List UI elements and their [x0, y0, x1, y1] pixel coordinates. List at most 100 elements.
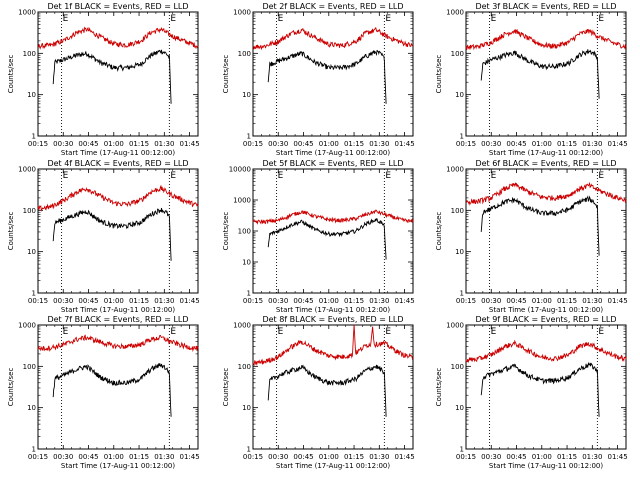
series-line-events — [52, 49, 172, 104]
x-tick-label: 00:45 — [78, 297, 98, 305]
x-tick-label: 00:30 — [481, 453, 501, 461]
series-line-events — [52, 207, 172, 261]
y-tick-label: 1 — [32, 133, 36, 141]
y-axis-label: Counts/sec — [435, 368, 443, 407]
series-line-events — [267, 218, 387, 260]
event-marker-label: E — [63, 171, 69, 181]
event-marker-label: E — [385, 327, 391, 337]
chart-panel-1: Det 1f BLACK = Events, RED = LLD 1 10 100 10… — [7, 2, 200, 157]
y-tick-label: 1000 — [446, 166, 464, 174]
x-tick-label: 01:30 — [154, 297, 174, 305]
x-tick-label: 00:15 — [456, 140, 476, 148]
y-tick-label: 1 — [32, 290, 36, 298]
x-tick-label: 00:30 — [268, 453, 288, 461]
y-tick-label: 100 — [23, 50, 36, 58]
y-tick-label: 1 — [247, 133, 251, 141]
x-tick-label: 01:30 — [369, 140, 389, 148]
y-tick-label: 1 — [32, 446, 36, 454]
series-line-lld — [465, 339, 627, 363]
plot-frame — [37, 324, 199, 450]
x-tick-label: 01:15 — [557, 140, 577, 148]
y-tick-label: 1 — [247, 446, 251, 454]
plot-frame — [37, 11, 199, 137]
y-axis-label: Counts/sec — [222, 212, 230, 251]
chart-title: Det 9f BLACK = Events, RED = LLD — [475, 315, 616, 324]
y-tick-label: 10 — [455, 91, 464, 99]
series-line-events — [480, 361, 600, 417]
chart-panel-3: Det 3f BLACK = Events, RED = LLD 1 10 100 10… — [435, 2, 628, 157]
x-axis-label: Start Time (17-Aug-11 00:12:00) — [489, 306, 603, 314]
x-tick-label: 01:15 — [129, 140, 149, 148]
x-tick-label: 00:30 — [268, 140, 288, 148]
y-tick-label: 1 — [460, 446, 464, 454]
y-tick-label: 100 — [23, 363, 36, 371]
x-tick-label: 01:15 — [129, 297, 149, 305]
y-tick-label: 100 — [451, 50, 464, 58]
chart-title: Det 2f BLACK = Events, RED = LLD — [262, 2, 403, 11]
y-tick-label: 10 — [27, 91, 36, 99]
x-tick-label: 00:15 — [28, 140, 48, 148]
event-marker-label: E — [491, 171, 497, 181]
x-tick-label: 00:15 — [243, 297, 263, 305]
chart-title: Det 6f BLACK = Events, RED = LLD — [475, 159, 616, 168]
x-tick-label: 01:00 — [319, 453, 339, 461]
chart-panel-7: Det 7f BLACK = Events, RED = LLD 1 10 100 10… — [7, 315, 200, 470]
x-tick-label: 01:30 — [582, 140, 602, 148]
x-tick-label: 00:45 — [506, 453, 526, 461]
event-marker-label: E — [278, 14, 284, 24]
y-tick-label: 10 — [242, 259, 251, 267]
chart-title: Det 8f BLACK = Events, RED = LLD — [262, 315, 403, 324]
y-axis-label: Counts/sec — [7, 212, 15, 251]
event-marker-label: E — [278, 171, 284, 181]
y-tick-label: 1000 — [18, 322, 36, 330]
chart-title: Det 1f BLACK = Events, RED = LLD — [47, 2, 188, 11]
event-marker-label: E — [385, 14, 391, 24]
x-tick-label: 01:45 — [607, 453, 627, 461]
series-line-events — [52, 363, 172, 417]
y-axis-label: Counts/sec — [435, 55, 443, 94]
series-line-events — [267, 49, 387, 104]
event-marker-label: E — [63, 327, 69, 337]
series-line-events — [267, 364, 387, 417]
y-tick-label: 1 — [247, 290, 251, 298]
x-tick-label: 00:30 — [53, 297, 73, 305]
x-axis-label: Start Time (17-Aug-11 00:12:00) — [489, 149, 603, 157]
plot-frame — [252, 324, 414, 450]
series-line-events — [480, 49, 600, 99]
x-tick-label: 00:45 — [293, 453, 313, 461]
series-line-lld — [252, 324, 414, 367]
y-tick-label: 10 — [455, 404, 464, 412]
x-tick-label: 01:00 — [104, 453, 124, 461]
y-axis-label: Counts/sec — [7, 55, 15, 94]
y-tick-label: 1 — [460, 133, 464, 141]
x-tick-label: 01:45 — [394, 453, 414, 461]
event-marker-label: E — [598, 14, 604, 24]
y-tick-label: 100 — [451, 363, 464, 371]
y-tick-label: 100 — [238, 50, 251, 58]
x-tick-label: 01:00 — [104, 297, 124, 305]
chart-panel-9: Det 9f BLACK = Events, RED = LLD 1 10 100 10… — [435, 315, 628, 470]
y-tick-label: 1000 — [18, 9, 36, 17]
x-tick-label: 00:15 — [243, 453, 263, 461]
x-tick-label: 01:00 — [319, 297, 339, 305]
event-marker-label: E — [170, 327, 176, 337]
y-tick-label: 10 — [455, 248, 464, 256]
x-tick-label: 01:30 — [154, 140, 174, 148]
x-tick-label: 01:15 — [557, 453, 577, 461]
x-axis-label: Start Time (17-Aug-11 00:12:00) — [61, 149, 175, 157]
x-tick-label: 01:45 — [179, 140, 199, 148]
chart-title: Det 4f BLACK = Events, RED = LLD — [47, 159, 188, 168]
x-tick-label: 00:30 — [481, 140, 501, 148]
x-tick-label: 01:00 — [319, 140, 339, 148]
y-tick-label: 1000 — [233, 322, 251, 330]
x-tick-label: 00:30 — [53, 453, 73, 461]
y-tick-label: 100 — [238, 228, 251, 236]
y-tick-label: 100 — [23, 207, 36, 215]
y-tick-label: 1000 — [18, 166, 36, 174]
y-axis-label: Counts/sec — [222, 368, 230, 407]
plot-frame — [465, 168, 627, 294]
y-tick-label: 1000 — [446, 9, 464, 17]
chart-title: Det 5f BLACK = Events, RED = LLD — [262, 159, 403, 168]
x-tick-label: 01:00 — [104, 140, 124, 148]
